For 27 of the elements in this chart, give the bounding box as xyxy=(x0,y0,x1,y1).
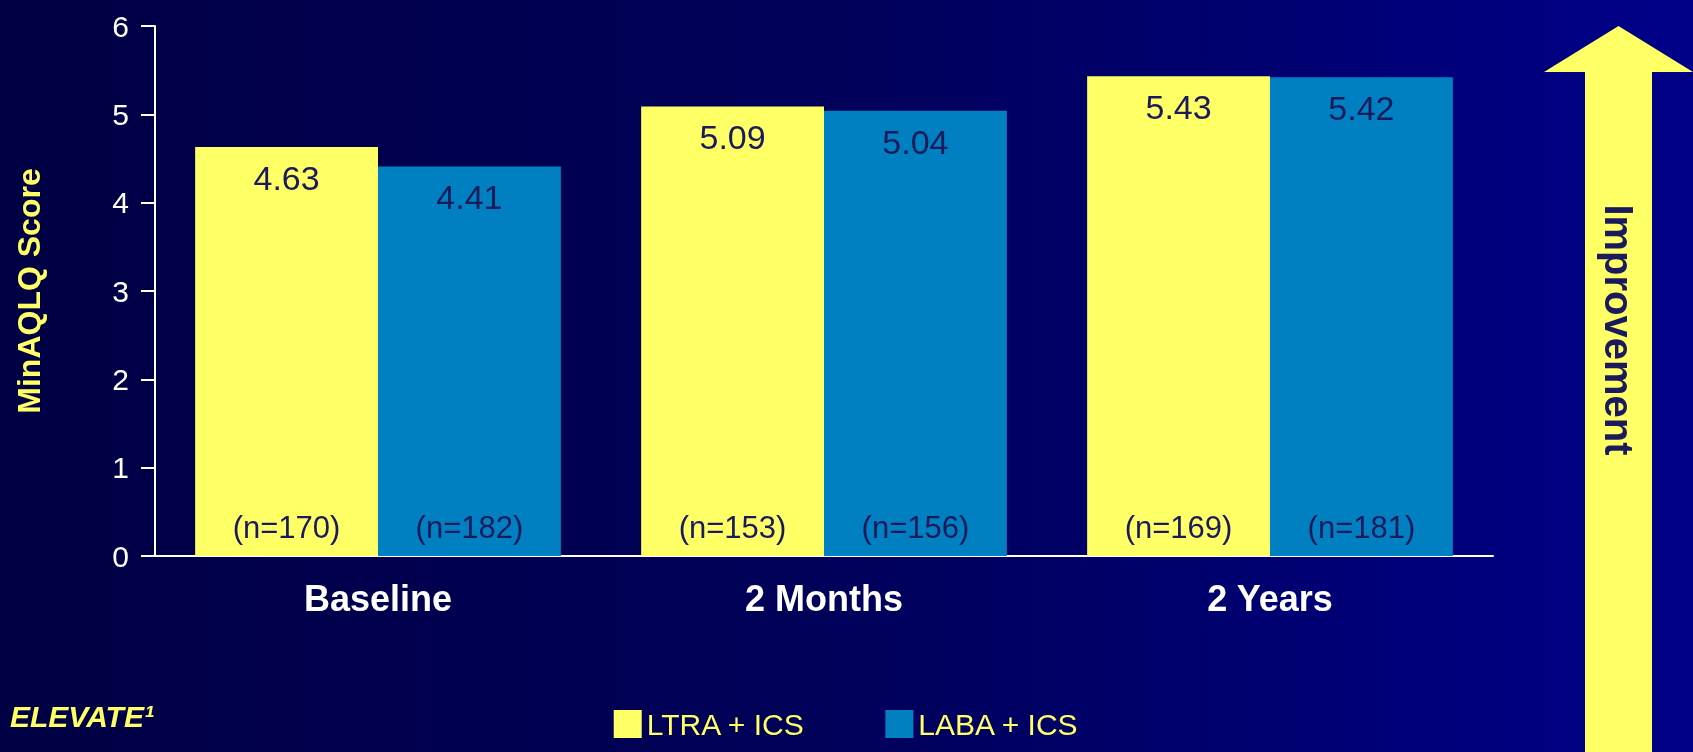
text: ELEVATE¹ xyxy=(10,700,154,734)
y-tick-label: 6 xyxy=(112,9,129,43)
legend-label: LABA + ICS xyxy=(918,707,1078,741)
data-label: 5.04 xyxy=(882,122,949,161)
x-tick-label: 2 Years xyxy=(1207,577,1333,619)
data-label: 4.63 xyxy=(253,159,320,198)
annotation: (n=169) xyxy=(1124,510,1233,546)
y-tick-label: 4 xyxy=(112,186,129,220)
y-tick-label: 1 xyxy=(112,451,129,485)
annotation: (n=156) xyxy=(861,510,970,546)
data-label: 4.41 xyxy=(436,178,503,217)
annotation: (n=170) xyxy=(232,510,341,546)
x-tick-label: Baseline xyxy=(303,577,453,619)
text: Improvement xyxy=(1595,204,1641,456)
data-label: 5.42 xyxy=(1328,89,1395,128)
y-tick-label: 0 xyxy=(112,539,129,573)
legend-label: LTRA + ICS xyxy=(646,707,804,741)
y-axis-title: MinAQLQ Score xyxy=(11,168,47,414)
y-tick-label: 5 xyxy=(112,97,129,131)
annotation: (n=182) xyxy=(415,510,524,546)
annotation: (n=181) xyxy=(1307,510,1416,546)
annotation: (n=153) xyxy=(678,510,787,546)
y-tick-label: 2 xyxy=(112,362,129,396)
x-tick-label: 2 Months xyxy=(745,577,903,619)
y-tick-label: 3 xyxy=(112,274,129,308)
data-label: 5.09 xyxy=(699,118,766,157)
data-label: 5.43 xyxy=(1145,88,1212,127)
